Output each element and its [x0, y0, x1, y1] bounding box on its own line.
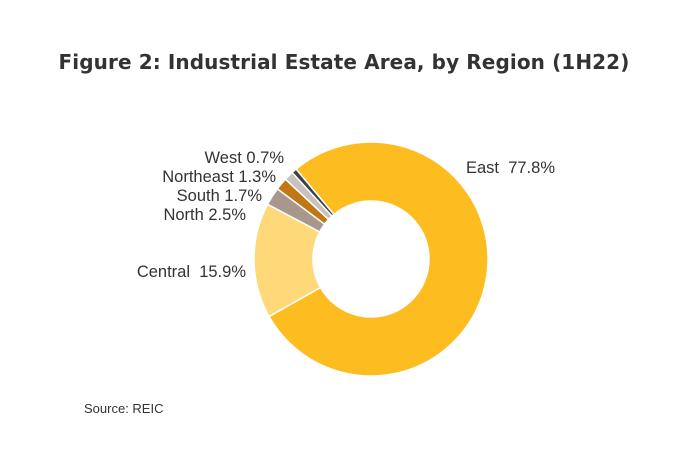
label-central: Central 15.9%: [137, 263, 246, 281]
label-east: East 77.8%: [466, 159, 555, 177]
slice-west: [291, 168, 335, 218]
chart-title: Figure 2: Industrial Estate Area, by Reg…: [58, 50, 630, 74]
slice-labels: East 77.8% Central 15.9% North 2.5%South 1…: [137, 149, 555, 281]
donut-slices: [253, 141, 489, 377]
source-note: Source: REIC: [84, 401, 164, 416]
label-south: South 1.7%: [177, 187, 263, 205]
slice-east: [268, 141, 489, 377]
label-west: West 0.7%: [205, 149, 285, 167]
label-northeast: Northeast 1.3%: [162, 168, 276, 186]
label-north: North 2.5%: [163, 206, 246, 224]
